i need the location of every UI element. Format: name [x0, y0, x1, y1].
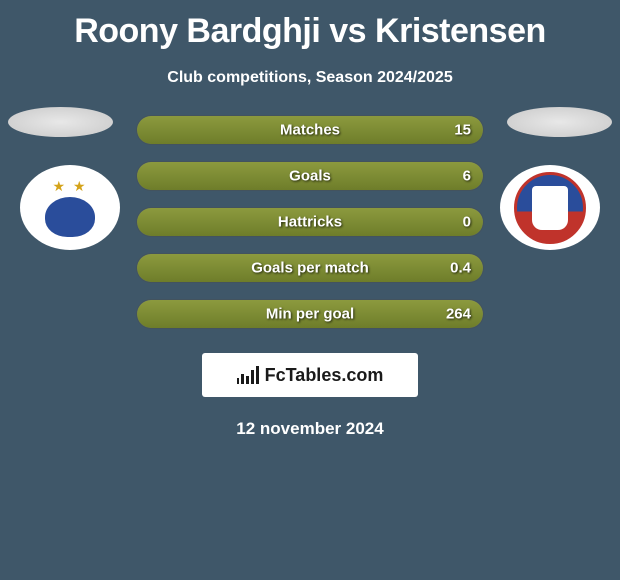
agf-crest-icon — [514, 172, 586, 244]
club-badge-right — [500, 165, 600, 250]
stat-row-matches: Matches 15 — [136, 115, 484, 145]
stat-value-right: 0.4 — [450, 260, 471, 277]
stat-value-right: 15 — [454, 122, 471, 139]
stat-row-goals: Goals 6 — [136, 161, 484, 191]
stat-label: Min per goal — [266, 306, 354, 323]
stat-value-right: 0 — [463, 214, 471, 231]
club-badge-left: ★ ★ — [20, 165, 120, 250]
branding-link[interactable]: FcTables.com — [202, 353, 418, 397]
branding-text: FcTables.com — [265, 365, 384, 386]
stat-row-hattricks: Hattricks 0 — [136, 207, 484, 237]
comparison-content: ★ ★ Matches 15 Goals 6 Hattricks 0 Goals… — [0, 115, 620, 439]
page-title: Roony Bardghji vs Kristensen — [0, 0, 620, 51]
bar-chart-icon — [237, 366, 259, 384]
stat-row-min-per-goal: Min per goal 264 — [136, 299, 484, 329]
stat-rows: Matches 15 Goals 6 Hattricks 0 Goals per… — [136, 115, 484, 329]
season-subtitle: Club competitions, Season 2024/2025 — [0, 69, 620, 87]
fck-crest-icon: ★ ★ — [35, 178, 105, 238]
stat-row-goals-per-match: Goals per match 0.4 — [136, 253, 484, 283]
stat-label: Goals — [289, 168, 331, 185]
stat-value-right: 264 — [446, 306, 471, 323]
player-right-photo — [507, 107, 612, 137]
date-text: 12 november 2024 — [0, 419, 620, 439]
player-left-photo — [8, 107, 113, 137]
stat-label: Hattricks — [278, 214, 342, 231]
stat-label: Matches — [280, 122, 340, 139]
stat-value-right: 6 — [463, 168, 471, 185]
stat-label: Goals per match — [251, 260, 369, 277]
